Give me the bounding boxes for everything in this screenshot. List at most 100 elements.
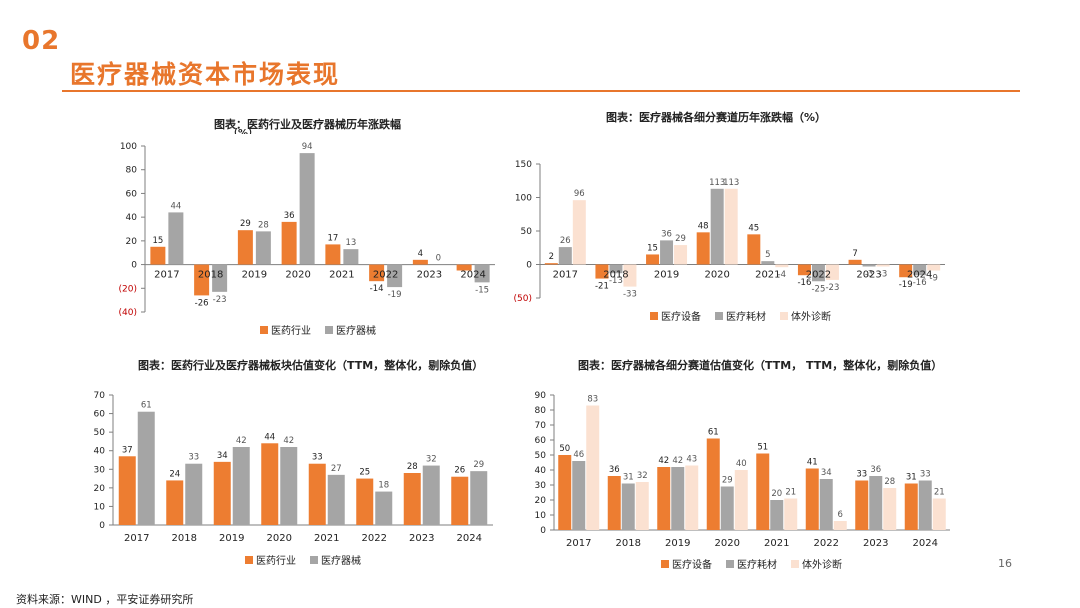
chart2-x-tick-label: 2023 — [856, 270, 881, 281]
chart1-x-tick-label: 2019 — [242, 270, 267, 281]
chart4-data-label: 43 — [686, 455, 697, 465]
chart3-title: 图表：医药行业及医疗器械板块估值变化（TTM，整体化，剔除负值） — [138, 359, 484, 372]
chart1-data-label: -19 — [388, 290, 402, 300]
chart4-x-tick-label: 2020 — [715, 538, 740, 549]
chart2-bar-医疗设备-2018 — [595, 264, 609, 279]
chart4-bar-医疗耗材-2023 — [869, 476, 883, 530]
chart1-y-tick-label: 80 — [126, 166, 138, 176]
chart2-bar-医疗耗材-2021 — [761, 261, 775, 265]
chart2-bar-体外诊断-2020 — [724, 188, 738, 265]
chart2-data-label: 29 — [675, 234, 686, 244]
chart2-bar-医疗设备-2022 — [797, 264, 811, 276]
chart3-bar-医疗器械-2019 — [232, 447, 250, 525]
chart4-y-tick-label: 70 — [535, 421, 547, 431]
chart1-data-label: 94 — [302, 142, 313, 152]
chart4-bar-体外诊断-2018 — [635, 482, 649, 530]
chart1-data-label: 0 — [436, 254, 441, 264]
chart2-data-label: -23 — [825, 283, 839, 293]
chart4-x-tick-label: 2017 — [566, 538, 591, 549]
chart4-data-label: 21 — [785, 488, 796, 498]
chart2-data-label: 15 — [647, 243, 658, 253]
chart4-bar-体外诊断-2020 — [734, 470, 748, 530]
chart1-x-tick-label: 2022 — [373, 270, 398, 281]
chart2-bar-体外诊断-2024 — [927, 264, 941, 271]
chart3-legend-swatch-医疗器械 — [310, 556, 318, 564]
chart3-data-label: 24 — [169, 469, 180, 479]
chart4-y-tick-label: 80 — [535, 406, 547, 416]
chart4-bar-医疗耗材-2019 — [671, 467, 685, 530]
chart3-y-tick-label: 60 — [94, 410, 106, 420]
chart2-legend-swatch-医疗设备 — [650, 312, 658, 320]
chart1-bar-医药行业-2022 — [369, 264, 385, 282]
chart4-y-tick-label: 40 — [535, 466, 547, 476]
chart1-x-tick-label: 2020 — [285, 270, 310, 281]
chart2-legend-swatch-医疗耗材 — [715, 312, 723, 320]
chart4-bar-体外诊断-2017 — [586, 405, 600, 530]
chart4-x-tick-label: 2024 — [913, 538, 938, 549]
chart1-y-tick-label: 40 — [126, 213, 138, 223]
chart4-y-tick-label: 0 — [540, 526, 546, 536]
chart4-data-label: 29 — [722, 476, 733, 486]
chart3-legend-label: 医药行业 — [256, 554, 296, 567]
chart4-data-label: 28 — [884, 477, 895, 487]
chart2-data-label: 113 — [723, 178, 739, 188]
chart4-bar-医疗设备-2017 — [558, 455, 572, 530]
chart1-title: 图表：医药行业及医疗器械历年涨跌幅 — [214, 118, 401, 131]
chart2-bar-体外诊断-2019 — [674, 245, 688, 265]
chart4-data-label: 33 — [856, 470, 867, 480]
chart2-legend-label: 医疗耗材 — [726, 310, 766, 323]
chart2-data-label: -33 — [623, 290, 637, 300]
chart3-y-tick-label: 10 — [94, 502, 106, 512]
chart3-bar-医疗器械-2023 — [422, 465, 440, 525]
chart2-data-label: 45 — [748, 223, 759, 233]
chart3-bar-医疗器械-2022 — [375, 491, 393, 525]
chart2-data-label: -19 — [899, 280, 913, 290]
chart4-title: 图表：医疗器械各细分赛道估值变化（TTM， TTM，整体化，剔除负值） — [578, 359, 943, 372]
chart2-y-tick-label: 100 — [515, 194, 532, 204]
chart3-bar-医疗器械-2020 — [280, 447, 298, 525]
chart2-legend-label: 体外诊断 — [791, 310, 831, 323]
chart2-data-label: -4 — [778, 270, 786, 280]
chart2-bar-医疗设备-2023 — [848, 259, 862, 265]
chart1-data-label: -26 — [195, 298, 209, 308]
chart2-data-label: -25 — [811, 284, 825, 294]
chart4-data-label: 83 — [587, 395, 598, 405]
chart1-data-label: -15 — [475, 285, 489, 295]
chart3-x-tick-label: 2024 — [457, 533, 482, 544]
chart2-bar-医疗耗材-2022 — [811, 264, 825, 282]
chart3-x-tick-label: 2018 — [172, 533, 197, 544]
chart4-data-label: 50 — [559, 444, 570, 454]
chart1-bar-医药行业-2024 — [456, 264, 472, 271]
chart4-bar-医疗耗材-2024 — [918, 480, 932, 530]
chart3-y-tick-label: 40 — [94, 447, 106, 457]
chart4-data-label: 51 — [757, 443, 768, 453]
chart2-bar-医疗设备-2019 — [646, 254, 660, 265]
chart2-legend-label: 医疗设备 — [661, 310, 701, 323]
chart2-bar-医疗耗材-2020 — [710, 188, 724, 265]
chart2-bar-医疗设备-2020 — [696, 232, 710, 265]
chart1-y-tick-label: 0 — [131, 261, 137, 271]
chart1-bar-医药行业-2021 — [325, 244, 341, 265]
chart4-bar-医疗耗材-2017 — [572, 461, 586, 530]
chart3-bar-医药行业-2018 — [166, 480, 184, 525]
chart4-y-tick-label: 50 — [535, 451, 547, 461]
chart3-x-tick-label: 2023 — [409, 533, 434, 544]
chart3-bar-医药行业-2023 — [403, 473, 421, 525]
chart2-y-tick-label: 150 — [515, 160, 532, 170]
chart4-data-label: 46 — [573, 450, 584, 460]
chart4-bar-医疗设备-2018 — [607, 476, 621, 530]
chart1-bar-医药行业-2020 — [281, 221, 297, 265]
chart4-y-tick-label: 60 — [535, 436, 547, 446]
chart3-bar-医疗器械-2024 — [470, 471, 488, 525]
chart3-data-label: 61 — [141, 401, 152, 411]
chart1-data-label: -14 — [370, 284, 384, 294]
chart3-bar-医药行业-2019 — [213, 461, 231, 525]
page-number: 16 — [998, 557, 1012, 570]
chart2-x-tick-label: 2022 — [806, 270, 831, 281]
chart3-data-label: 29 — [473, 460, 484, 470]
chart4-legend-label: 医疗耗材 — [737, 558, 777, 571]
chart4-data-label: 40 — [736, 459, 747, 469]
chart3-data-label: 32 — [426, 455, 437, 465]
